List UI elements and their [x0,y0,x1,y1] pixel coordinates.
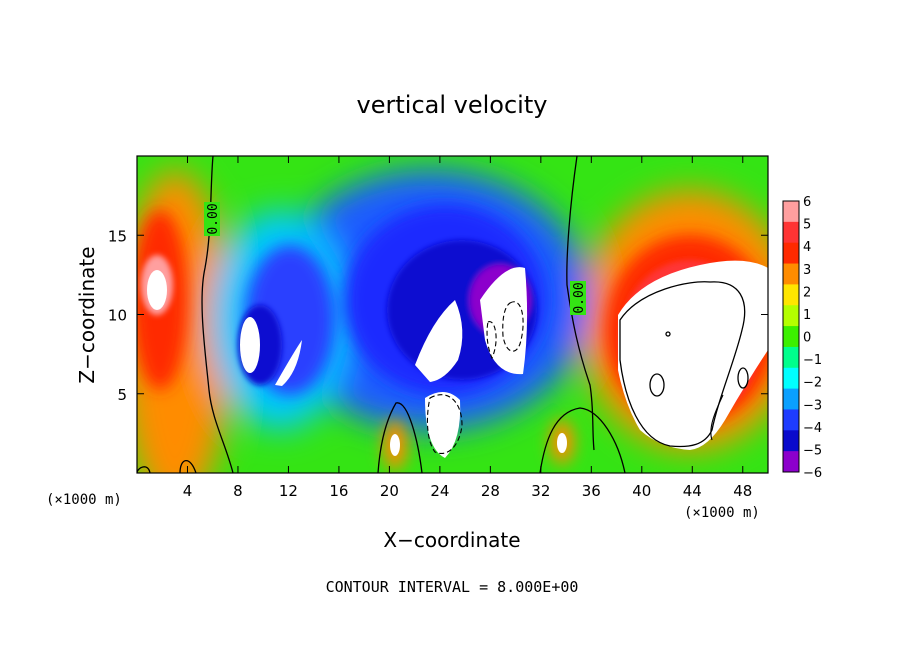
colorbar-label: −2 [803,376,822,391]
x-tick-label: 44 [683,482,702,500]
colorbar-label: 3 [803,263,811,278]
x-tick-label: 4 [183,482,193,500]
y-axis-label: Z−coordinate [75,246,99,383]
contour-label-1-bg [204,202,220,236]
colorbar-swatch [783,263,799,285]
colorbar-swatch [783,284,799,306]
x-unit-left: (×1000 m) [46,492,122,508]
y-tick-label: 5 [117,386,127,404]
contour-label-1-text: 0.00 [206,203,221,234]
colorbar-swatch [783,367,799,390]
y-axis: 5 10 15 [108,227,768,404]
colorbar-label: 6 [803,195,811,210]
x-tick-label: 32 [531,482,550,500]
colorbar-swatch [783,346,799,369]
y-tick-label: 15 [108,227,127,245]
x-axis-label: X−coordinate [383,528,520,552]
x-tick-label: 48 [733,482,752,500]
chart-title: vertical velocity [357,91,548,119]
x-unit-right: (×1000 m) [684,505,760,521]
colorbar-label: 5 [803,218,811,233]
x-tick-label: 24 [430,482,449,500]
contour-label-2: 0.00 [570,281,587,315]
colorbar-frame [782,200,800,473]
colorbar-label: 0 [803,331,811,346]
colorbar-swatch [783,201,799,223]
colorbar-label: −5 [803,443,822,458]
colorbar-swatch [783,430,799,452]
colorbar-label: −6 [803,466,822,481]
colorbar-swatch [783,326,799,348]
x-tick-label: 8 [233,482,243,500]
colorbar-swatch [783,409,799,431]
negative-contours [426,301,524,454]
colorbar-swatch [783,242,799,265]
x-tick-label: 16 [329,482,348,500]
colorbar-swatch [783,451,799,473]
contour-interval-footer: CONTOUR INTERVAL = 8.000E+00 [326,578,579,596]
colorbar: 6 5 4 3 2 1 0 −1 −2 −3 −4 −5 −6 [782,195,822,481]
colorbar-label: −4 [803,421,822,436]
x-tick-label: 40 [632,482,651,500]
colorbar-label: −1 [803,353,822,368]
y-tick-label: 10 [108,307,127,325]
colorbar-label: −3 [803,398,822,413]
colorbar-swatch [783,305,799,327]
saturated-regions [147,260,768,458]
contour-label-2-bg [570,281,586,315]
colorbar-label: 2 [803,285,811,300]
contour-label-2-text: 0.00 [572,282,587,313]
x-tick-label: 36 [582,482,601,500]
colorbar-swatch [783,388,799,410]
x-axis: 4 8 12 16 20 24 28 32 36 40 44 48 [183,156,752,500]
x-tick-label: 20 [380,482,399,500]
plot-area [137,156,768,473]
colorbar-swatch [783,221,799,244]
colorbar-label: 1 [803,308,811,323]
x-tick-label: 12 [279,482,298,500]
colorbar-label: 4 [803,240,811,255]
contour-label-1: 0.00 [204,202,221,236]
x-tick-label: 28 [481,482,500,500]
